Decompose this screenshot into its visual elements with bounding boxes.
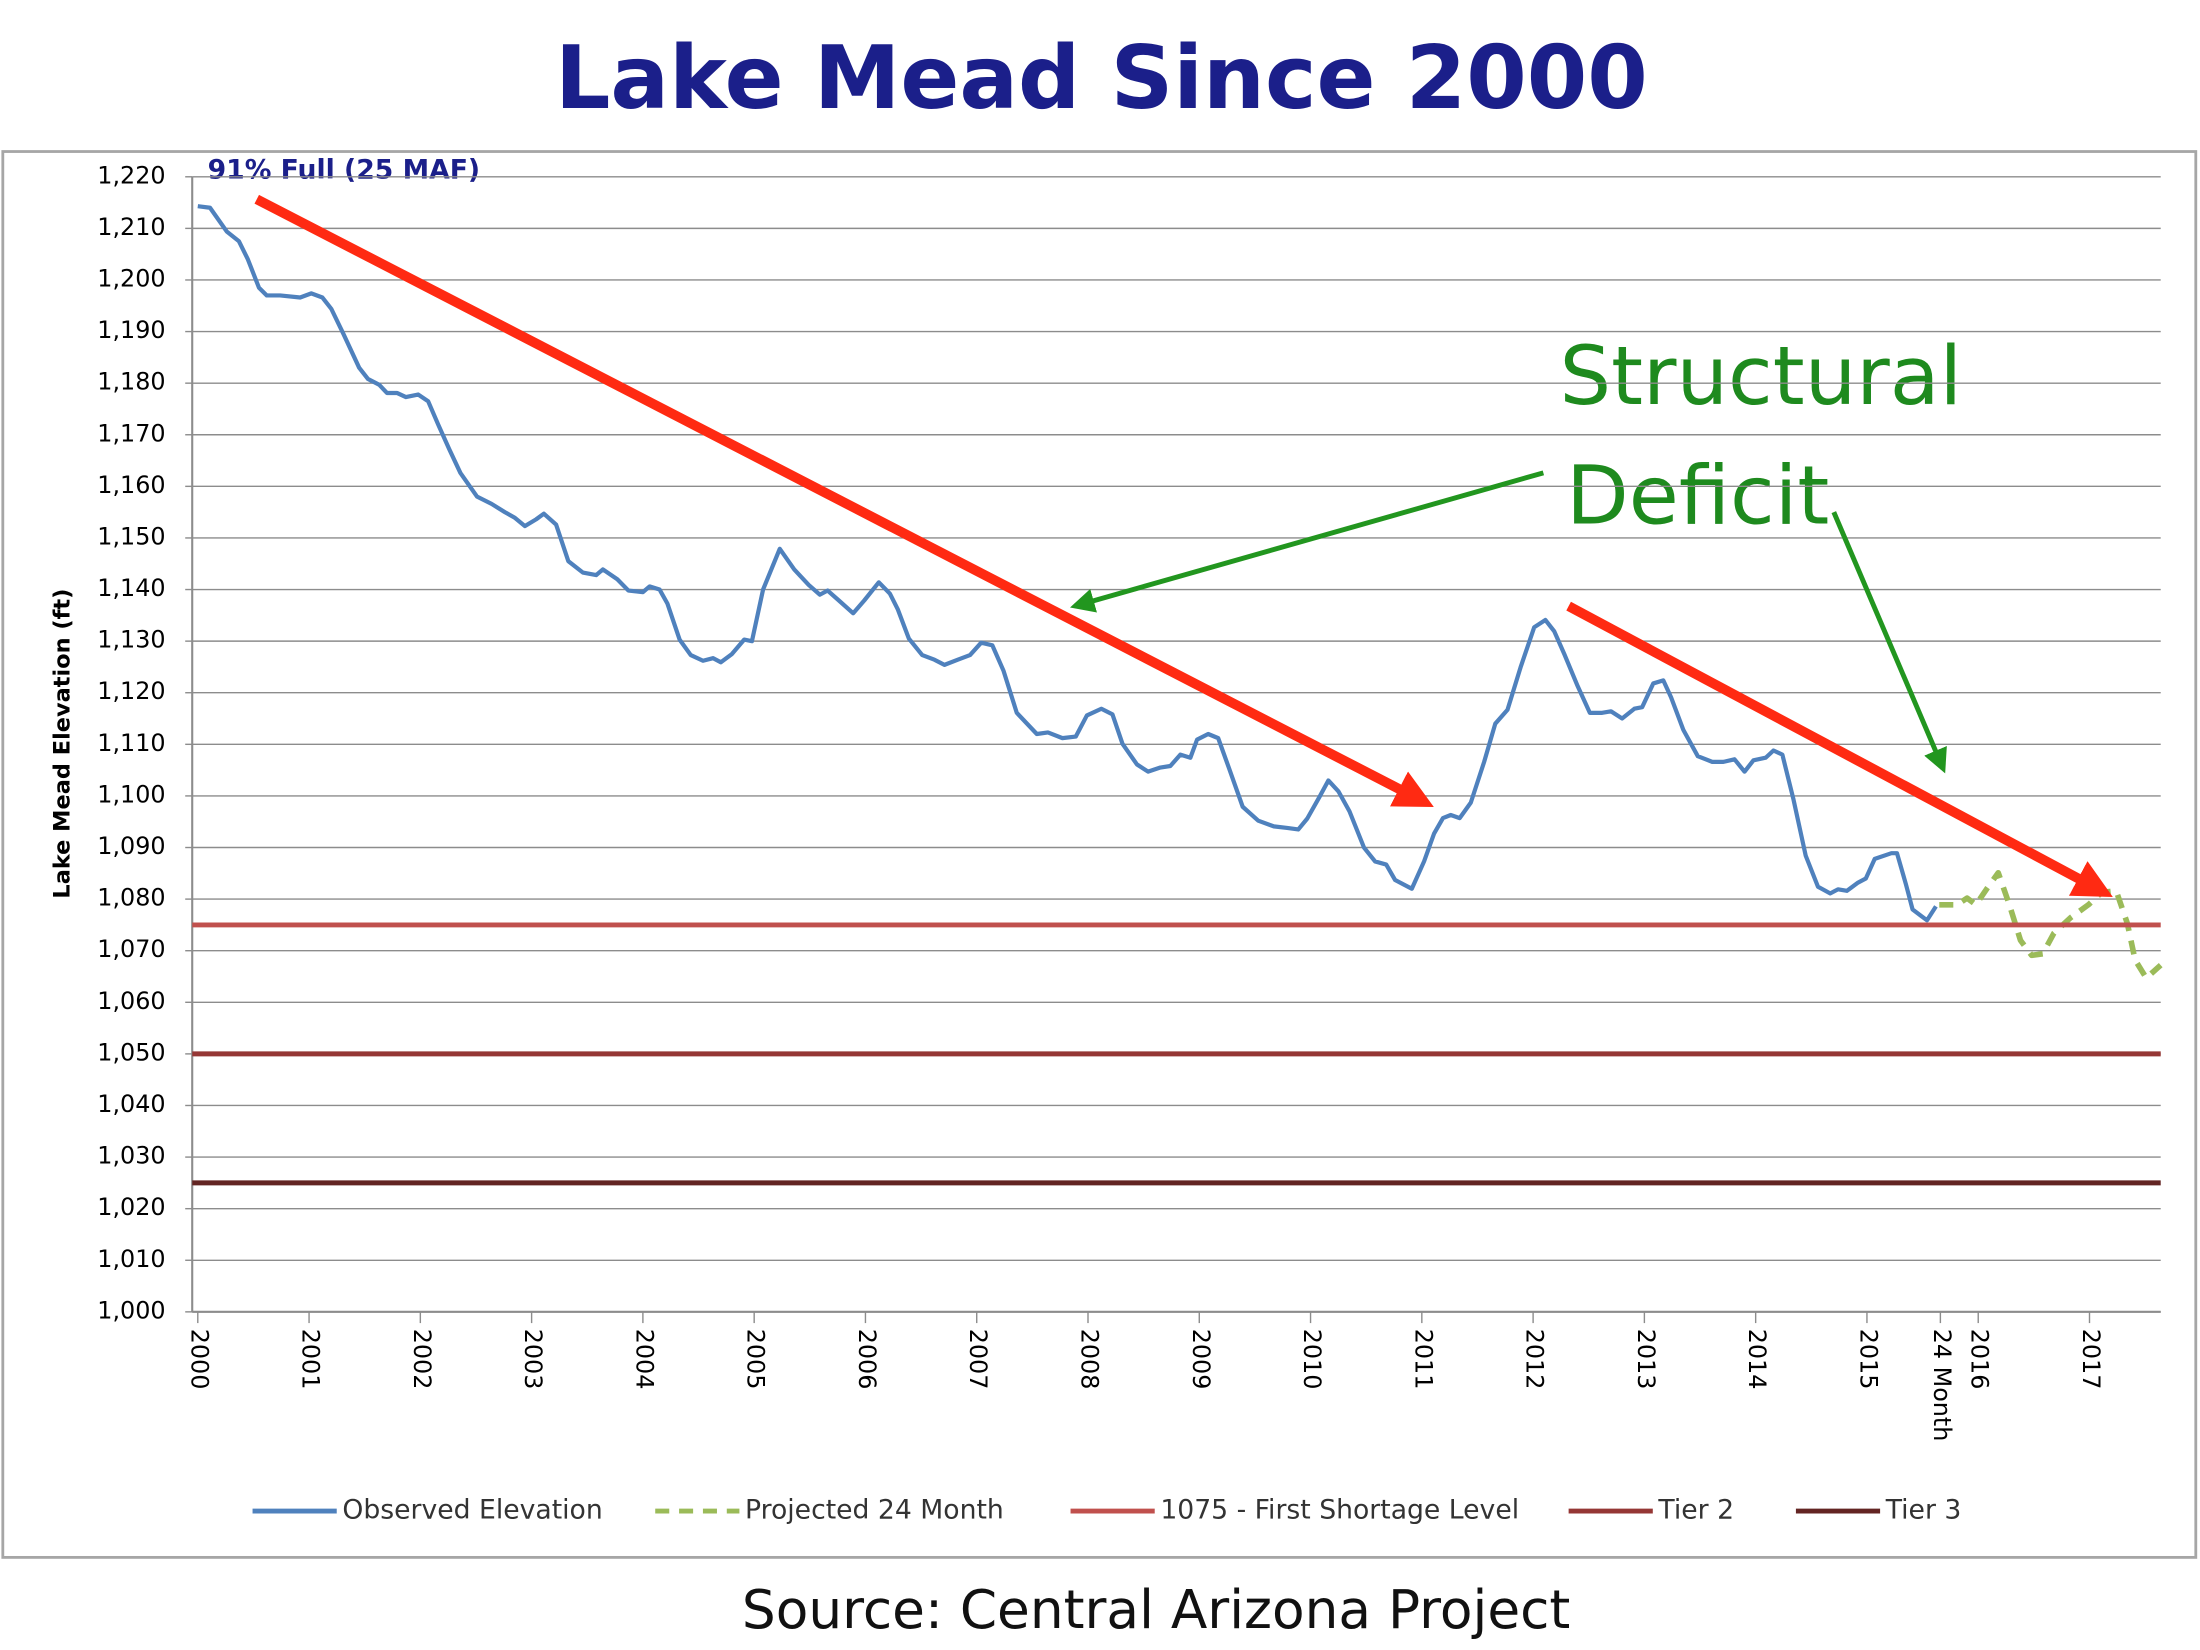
chart-frame	[1, 150, 2198, 1559]
y-tick-label: 1,060	[97, 987, 165, 1015]
x-tick-label: 2000	[185, 1329, 213, 1390]
arrow	[254, 194, 1434, 807]
y-tick-label: 1,120	[97, 677, 165, 705]
legend-label: Observed Elevation	[342, 1495, 602, 1526]
x-tick-label: 2004	[630, 1329, 658, 1390]
y-tick-label: 1,130	[97, 626, 165, 654]
legend-label: 1075 - First Shortage Level	[1160, 1495, 1519, 1526]
arrow	[1070, 470, 1545, 613]
x-tick-label: 2001	[297, 1329, 325, 1390]
annotation: Deficit	[1566, 448, 1829, 543]
x-tick-label: 2016	[1966, 1329, 1994, 1390]
y-tick-label: 1,000	[97, 1296, 165, 1324]
legend-label: Tier 3	[1885, 1495, 1962, 1526]
y-tick-label: 1,180	[97, 368, 165, 396]
x-tick-label: 2015	[1854, 1329, 1882, 1390]
y-tick-label: 1,050	[97, 1038, 165, 1066]
y-tick-label: 1,040	[97, 1090, 165, 1118]
x-tick-label: 2013	[1632, 1329, 1660, 1390]
y-tick-label: 1,150	[97, 522, 165, 550]
x-tick-label: 2012	[1521, 1329, 1549, 1390]
x-tick-label: 2014	[1743, 1329, 1771, 1390]
arrow	[1566, 601, 2113, 897]
y-tick-label: 1,160	[97, 471, 165, 499]
y-tick-label: 1,220	[97, 161, 165, 189]
x-tick-label: 2009	[1187, 1329, 1215, 1390]
x-tick-label: 2005	[742, 1329, 770, 1390]
x-tick-label: 24 Month	[1928, 1329, 1956, 1442]
legend-label: Tier 2	[1657, 1495, 1734, 1526]
y-axis-label: Lake Mead Elevation (ft)	[50, 589, 76, 899]
y-tick-label: 1,030	[97, 1142, 165, 1170]
y-tick-label: 1,210	[97, 213, 165, 241]
y-tick-label: 1,010	[97, 1245, 165, 1273]
x-tick-label: 2010	[1298, 1329, 1326, 1390]
arrows	[254, 194, 2113, 897]
y-tick-label: 1,200	[97, 264, 165, 292]
y-tick-label: 1,110	[97, 729, 165, 757]
y-tick-label: 1,090	[97, 832, 165, 860]
x-tick-label: 2006	[853, 1329, 881, 1390]
y-tick-label: 1,080	[97, 884, 165, 912]
x-tick-label: 2003	[519, 1329, 547, 1390]
y-tick-label: 1,170	[97, 419, 165, 447]
y-tick-label: 1,140	[97, 574, 165, 602]
y-tick-label: 1,020	[97, 1193, 165, 1221]
plot-area: 1,000 1,010 1,020 1,030 1,040 1,050 1,060 1,070…	[97, 161, 2163, 1442]
annotation: 91% Full (25 MAF)	[208, 155, 480, 186]
arrow	[1831, 511, 1947, 774]
annotation: Structural	[1560, 329, 1963, 424]
x-tick-label: 2002	[408, 1329, 436, 1390]
x-tick-label: 2007	[964, 1329, 992, 1390]
x-tick-label: 2011	[1409, 1329, 1437, 1390]
x-tick-label: 2008	[1076, 1329, 1104, 1390]
y-tick-label: 1,190	[97, 316, 165, 344]
x-tick-label: 2017	[2077, 1329, 2105, 1390]
data-line	[197, 204, 1938, 923]
y-tick-label: 1,070	[97, 935, 165, 963]
legend-label: Projected 24 Month	[745, 1495, 1004, 1526]
y-tick-label: 1,100	[97, 780, 165, 808]
chart-title: Lake Mead Since 2000	[555, 27, 1648, 129]
source: Source: Central Arizona Project	[742, 1579, 1570, 1641]
